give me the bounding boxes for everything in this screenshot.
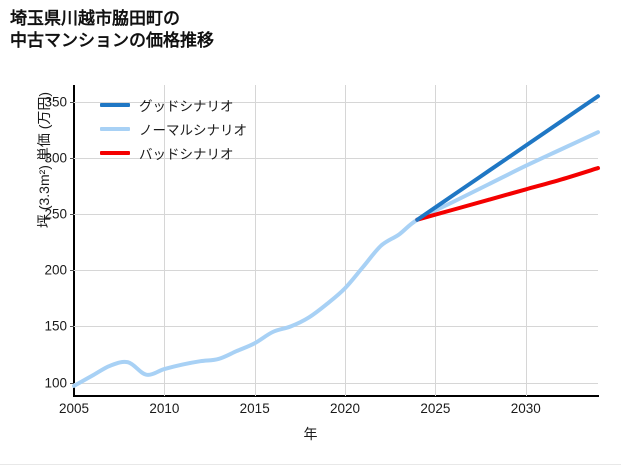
series-line (415, 94, 600, 222)
series-lines (72, 94, 600, 388)
gridline-y (74, 326, 598, 328)
gridline-y (74, 101, 598, 103)
tick-mark-y (70, 270, 74, 272)
chart-title: 埼玉県川越市脇田町の 中古マンションの価格推移 (10, 8, 214, 53)
y-axis-spine (73, 85, 75, 396)
legend-swatch-icon (100, 103, 130, 107)
x-axis-label: 年 (303, 426, 318, 442)
tick-mark-y (70, 382, 74, 384)
legend-item-label: グッドシナリオ (139, 99, 234, 114)
gridline-x (254, 85, 256, 396)
tick-mark-y (70, 157, 74, 159)
series-line (72, 130, 600, 388)
legend-swatch-icon (100, 127, 130, 131)
y-tick-label: 300 (44, 150, 67, 166)
gridline-y (74, 270, 598, 272)
x-tick-label: 2020 (330, 401, 361, 416)
legend-swatch-icon (100, 151, 130, 155)
x-tick-label: 2015 (239, 401, 270, 416)
gridline-x (345, 85, 347, 396)
legend-item[interactable]: グッドシナリオ (100, 93, 310, 117)
gridline-y (74, 214, 598, 216)
gridline-x (164, 85, 166, 396)
plot-area: 100 150 200 250 300 350 2005 2010 2015 2020 2025 2… (44, 85, 600, 416)
y-tick-label: 250 (44, 206, 67, 222)
legend-item-label: ノーマルシナリオ (139, 123, 247, 138)
gridline-y (74, 382, 598, 384)
chart-title-line-1: 埼玉県川越市脇田町の (10, 9, 180, 28)
gridline-x (435, 85, 437, 396)
tick-mark-y (70, 214, 74, 216)
x-axis-spine (73, 395, 599, 397)
gridline-y (74, 157, 598, 159)
x-tick-label: 2005 (58, 401, 90, 416)
chart-title-line-2: 中古マンションの価格推移 (10, 31, 214, 51)
x-tick-label: 2010 (149, 401, 180, 416)
y-tick-label: 100 (44, 375, 67, 391)
x-tick-label: 2025 (420, 401, 451, 416)
legend-item-label: バッドシナリオ (139, 147, 234, 162)
tick-mark-y (70, 326, 74, 328)
gridline-x (525, 85, 527, 396)
y-tick-label: 150 (44, 318, 67, 334)
series-line (415, 166, 600, 222)
legend-item[interactable]: ノーマルシナリオ (100, 117, 310, 141)
y-tick-label: 200 (44, 262, 67, 278)
x-tick-label: 2030 (510, 401, 541, 416)
legend-item[interactable]: バッドシナリオ (100, 141, 310, 165)
chart-legend: グッドシナリオ ノーマルシナリオ バッドシナリオ (100, 93, 310, 165)
tick-mark-y (70, 101, 74, 103)
y-tick-label: 350 (44, 94, 67, 110)
